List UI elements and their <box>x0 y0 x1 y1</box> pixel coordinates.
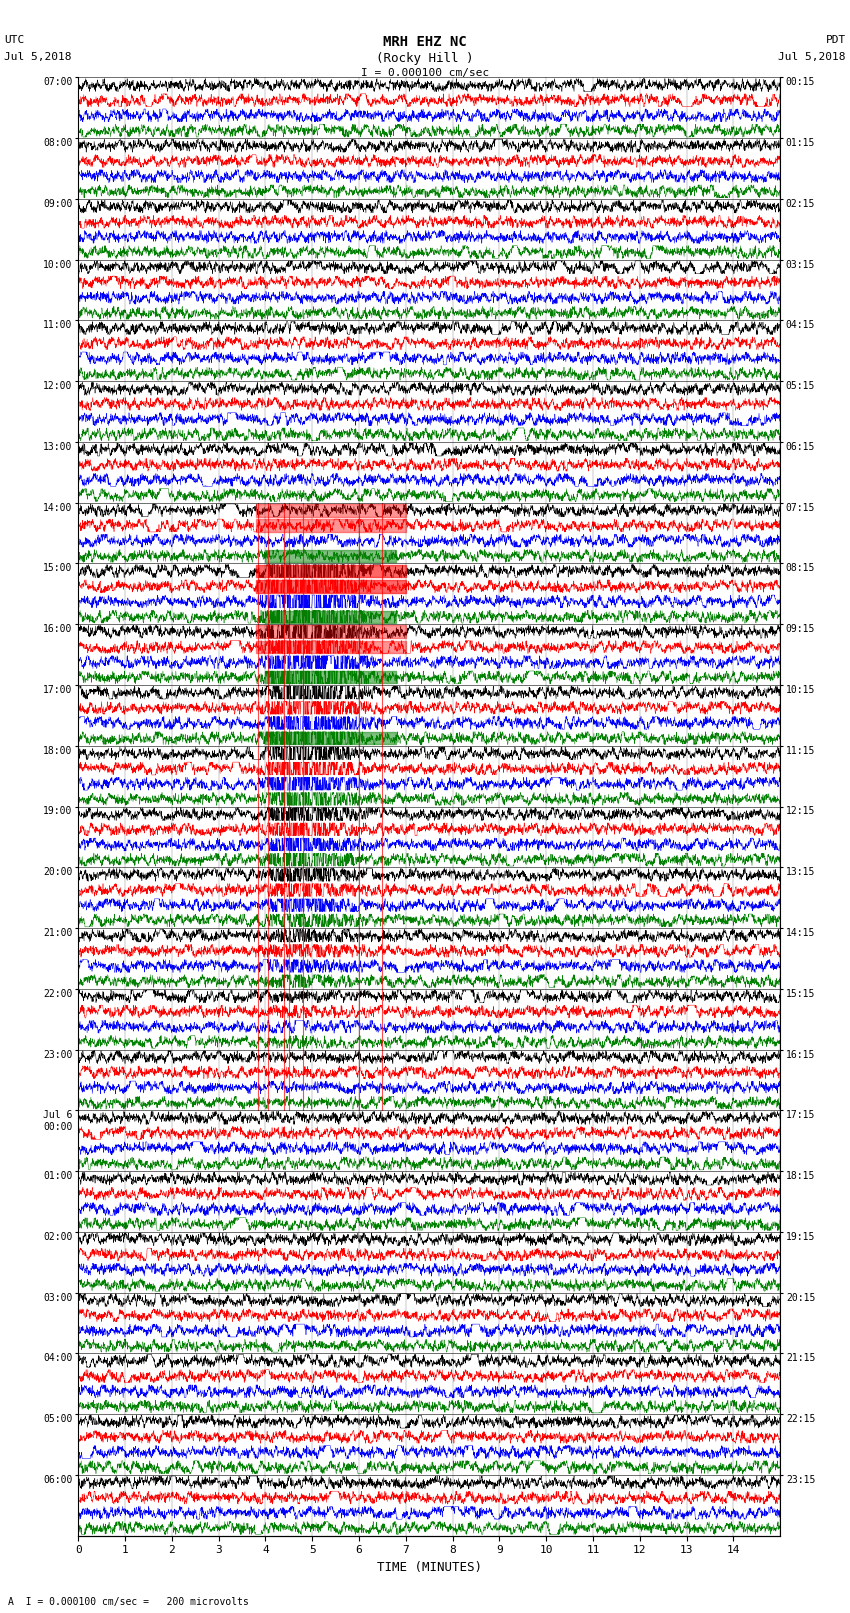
Text: Jul 5,2018: Jul 5,2018 <box>779 52 846 61</box>
Text: (Rocky Hill ): (Rocky Hill ) <box>377 52 473 65</box>
Text: UTC: UTC <box>4 35 25 45</box>
Text: I = 0.000100 cm/sec: I = 0.000100 cm/sec <box>361 68 489 77</box>
Text: A  I = 0.000100 cm/sec =   200 microvolts: A I = 0.000100 cm/sec = 200 microvolts <box>8 1597 249 1607</box>
Text: Jul 5,2018: Jul 5,2018 <box>4 52 71 61</box>
X-axis label: TIME (MINUTES): TIME (MINUTES) <box>377 1561 482 1574</box>
Text: PDT: PDT <box>825 35 846 45</box>
Text: MRH EHZ NC: MRH EHZ NC <box>383 35 467 50</box>
